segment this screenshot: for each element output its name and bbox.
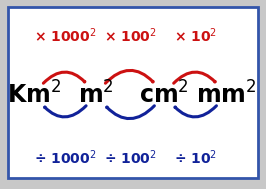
FancyArrowPatch shape bbox=[45, 106, 86, 117]
Text: m$^2$: m$^2$ bbox=[78, 81, 114, 108]
FancyArrowPatch shape bbox=[175, 106, 217, 117]
FancyArrowPatch shape bbox=[107, 106, 154, 119]
Text: × 10$^2$: × 10$^2$ bbox=[173, 26, 217, 45]
Text: Km$^2$: Km$^2$ bbox=[7, 81, 61, 108]
FancyBboxPatch shape bbox=[8, 7, 258, 178]
Text: × 100$^2$: × 100$^2$ bbox=[103, 26, 156, 45]
FancyArrowPatch shape bbox=[105, 70, 153, 83]
Text: ÷ 100$^2$: ÷ 100$^2$ bbox=[103, 148, 156, 167]
Text: cm$^2$: cm$^2$ bbox=[139, 81, 189, 108]
FancyArrowPatch shape bbox=[43, 72, 85, 83]
Text: ÷ 10$^2$: ÷ 10$^2$ bbox=[173, 148, 217, 167]
Text: mm$^2$: mm$^2$ bbox=[196, 81, 256, 108]
FancyArrowPatch shape bbox=[174, 72, 215, 83]
Text: × 1000$^2$: × 1000$^2$ bbox=[34, 26, 96, 45]
Text: ÷ 1000$^2$: ÷ 1000$^2$ bbox=[34, 148, 96, 167]
